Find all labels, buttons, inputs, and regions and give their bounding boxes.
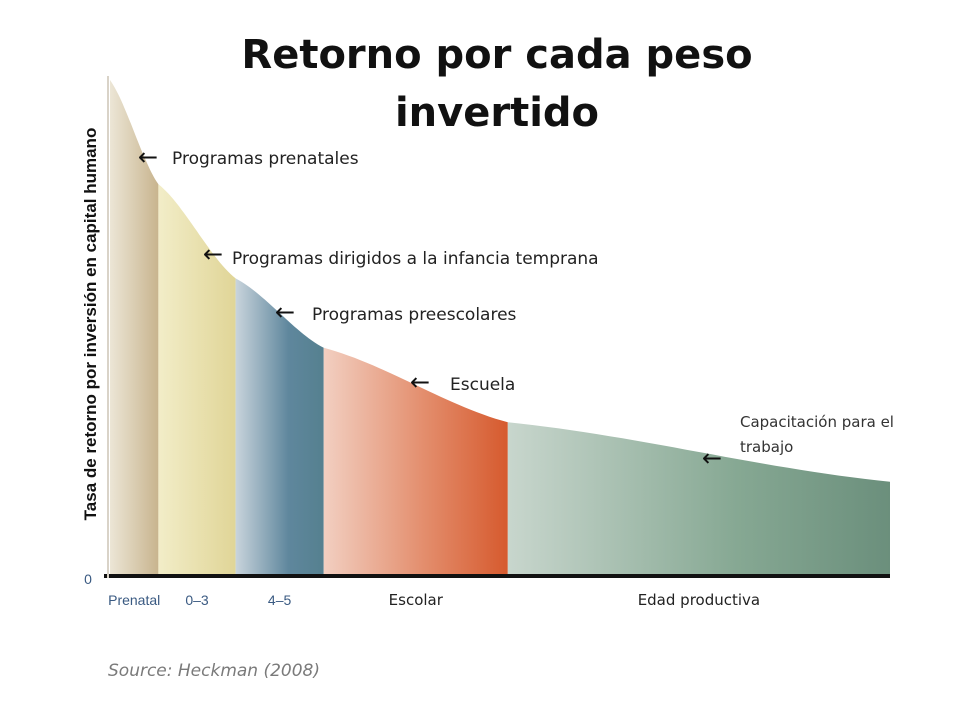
x-tick-label-escolar: Escolar xyxy=(389,591,444,609)
stage-areas xyxy=(110,80,890,576)
stage-annotations: ← Programas prenatales ← Programas dirigido… xyxy=(138,143,894,472)
annotation-arrow-productiva: ← xyxy=(702,444,722,472)
annotation-arrow-prenatal: ← xyxy=(138,143,158,171)
stage-area-productiva xyxy=(507,422,890,576)
annotation-infancia: Programas dirigidos a la infancia tempra… xyxy=(232,249,599,269)
y-axis-label: Tasa de retorno por inversión en capital… xyxy=(81,128,100,521)
x-tick-label-prenatal: Prenatal xyxy=(108,592,160,608)
annotation-arrow-infancia: ← xyxy=(203,240,223,268)
x-tick-labels: Prenatal 0–3 4–5 Escolar Edad productiva xyxy=(108,591,760,609)
stage-area-infancia xyxy=(158,184,236,576)
annotation-productiva: Capacitación para el trabajo xyxy=(740,413,894,456)
annotation-escolar: Escuela xyxy=(450,375,515,395)
annotation-arrow-preescolar: ← xyxy=(275,298,295,326)
x-tick-label-productiva: Edad productiva xyxy=(638,591,760,609)
y-tick-label-0: 0 xyxy=(84,571,92,587)
stage-area-preescolar xyxy=(235,278,324,576)
stage-area-escolar xyxy=(323,347,508,576)
chart-title-line-1: Retorno por cada peso xyxy=(241,32,752,78)
x-tick-label-preescolar: 4–5 xyxy=(268,592,292,608)
annotation-arrow-escolar: ← xyxy=(410,368,430,396)
annotation-preescolar: Programas preescolares xyxy=(312,305,517,325)
stage-area-prenatal xyxy=(110,80,159,576)
source-note: Source: Heckman (2008) xyxy=(108,661,320,681)
x-tick-label-infancia: 0–3 xyxy=(185,592,209,608)
annotation-prenatal: Programas prenatales xyxy=(172,149,359,169)
chart-title-line-2: invertido xyxy=(395,90,599,136)
